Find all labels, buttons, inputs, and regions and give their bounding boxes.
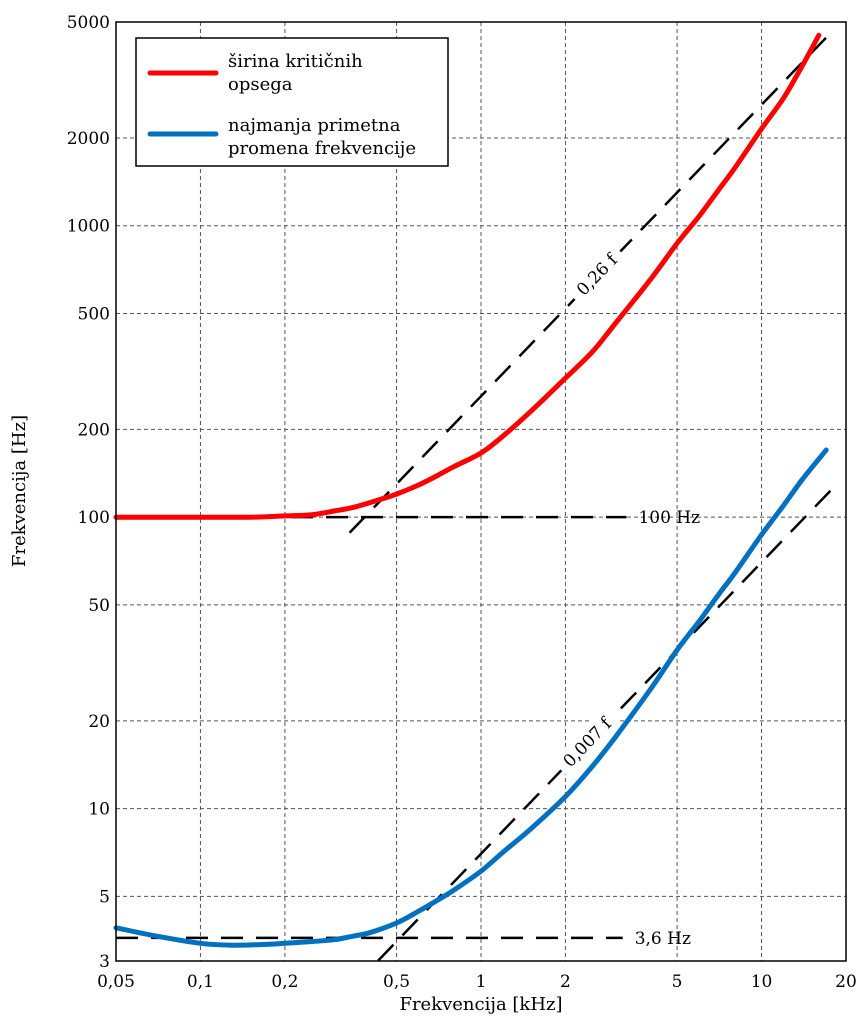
reference-line-label: 100 Hz xyxy=(638,508,700,528)
x-tick-label: 10 xyxy=(751,972,773,992)
x-tick-label: 20 xyxy=(835,972,857,992)
legend: širina kritičnih opsega najmanja primetn… xyxy=(135,37,449,167)
y-tick-label: 500 xyxy=(78,304,110,324)
y-tick-label: 5 xyxy=(99,887,110,907)
series-line-jnd xyxy=(113,447,829,948)
legend-label-jnd-line-2: promena frekvencije xyxy=(228,138,416,159)
x-tick-label: 5 xyxy=(672,972,683,992)
tick-labels: 0,05 0,1 0,2 0,5 1 2 5 10 20 3 5 10 20 50 100 200 500 100… xyxy=(67,13,857,992)
reference-label-background xyxy=(551,706,621,777)
y-tick-label: 10 xyxy=(88,800,110,820)
legend-box xyxy=(135,37,449,167)
legend-label-critical-band-line-1: širina kritičnih xyxy=(228,51,363,72)
y-tick-label: 3 xyxy=(99,952,110,972)
legend-label-jnd-line-1: najmanja primetna xyxy=(228,115,401,136)
x-tick-label: 0,05 xyxy=(97,972,135,992)
x-tick-label: 2 xyxy=(560,972,571,992)
y-tick-label: 20 xyxy=(88,712,110,732)
reference-line-label: 3,6 Hz xyxy=(635,929,691,949)
series-line-critical-band xyxy=(113,32,822,520)
plot-frame xyxy=(115,21,847,962)
y-tick-label: 50 xyxy=(88,596,110,616)
reference-line-proportional xyxy=(348,29,835,534)
x-axis-label: Frekvencija [kHz] xyxy=(399,994,562,1015)
x-tick-label: 0,5 xyxy=(383,972,410,992)
reference-label-background xyxy=(565,242,627,306)
y-tick-label: 2000 xyxy=(67,129,110,149)
x-tick-label: 0,1 xyxy=(187,972,214,992)
series-lines xyxy=(113,32,829,948)
y-tick-label: 200 xyxy=(78,420,110,440)
y-tick-label: 100 xyxy=(78,508,110,528)
y-axis-label: Frekvencija [Hz] xyxy=(9,415,30,567)
y-tick-label: 5000 xyxy=(67,13,110,33)
y-tick-label: 1000 xyxy=(67,217,110,237)
x-tick-label: 0,2 xyxy=(271,972,298,992)
x-tick-label: 1 xyxy=(476,972,487,992)
legend-label-critical-band-line-2: opsega xyxy=(228,74,293,95)
grid xyxy=(116,22,846,961)
